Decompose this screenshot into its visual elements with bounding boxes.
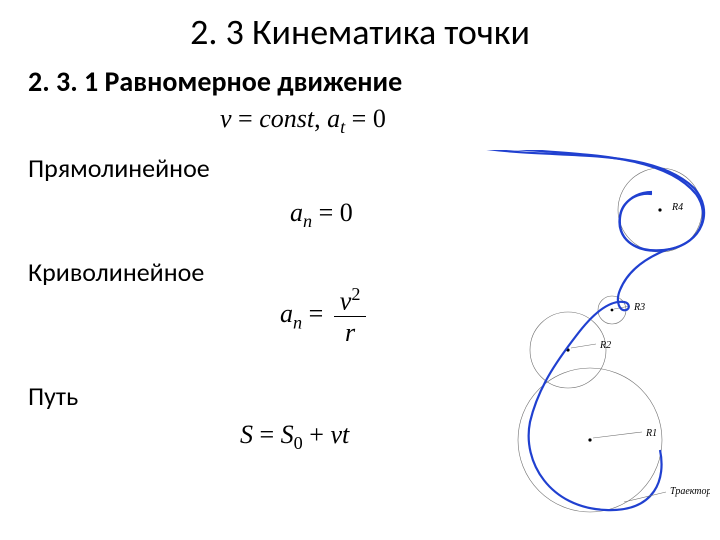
sym-v2: v	[340, 287, 352, 316]
label-R1: R1	[645, 428, 657, 439]
label-rectilinear: Прямолинейное	[28, 152, 210, 184]
formula-an-v2r: an = v2 r	[280, 284, 370, 348]
diagram-svg: R1 R2 R3 R4	[450, 150, 710, 520]
sym-plus: +	[303, 420, 331, 449]
sym-v: v	[220, 104, 232, 133]
formula-an-zero: an = 0	[290, 198, 353, 232]
sym-eq2: =	[302, 299, 330, 328]
trajectory-visible	[480, 150, 704, 510]
sym-eq3: =	[253, 420, 281, 449]
trajectory-diagram: R1 R2 R3 R4	[450, 150, 710, 520]
fraction-denominator: r	[334, 317, 367, 348]
sym-v3: v	[330, 420, 342, 449]
label-curvilinear: Криволинейное	[28, 256, 204, 288]
sym-S: S	[240, 420, 253, 449]
sym-sub-n: n	[303, 211, 312, 231]
sym-sub-n2: n	[293, 312, 302, 332]
label-path: Путь	[28, 380, 78, 412]
label-R2: R2	[599, 340, 611, 351]
section-subheading: 2. 3. 1 Равномерное движение	[28, 64, 402, 99]
label-R3: R3	[633, 302, 645, 313]
fraction: v2 r	[334, 284, 367, 348]
sym-t: t	[342, 420, 349, 449]
sym-S0: S	[281, 420, 294, 449]
formula-uniform: v = const, at = 0	[220, 104, 386, 138]
sym-a: a	[327, 104, 340, 133]
sym-a2: a	[290, 198, 303, 227]
sym-sup2: 2	[351, 284, 360, 304]
sym-zero: = 0	[345, 104, 386, 133]
osculating-circles: R1 R2 R3 R4	[518, 168, 702, 512]
sym-sep: ,	[314, 104, 327, 133]
fraction-numerator: v2	[334, 284, 367, 317]
sym-const: const	[259, 104, 314, 133]
sym-eq0: = 0	[312, 198, 353, 227]
sym-sub0: 0	[294, 433, 303, 453]
label-trajectory: Траектория	[670, 486, 710, 497]
sym-a3: a	[280, 299, 293, 328]
label-R4: R4	[671, 202, 683, 213]
formula-path: S = S0 + vt	[240, 420, 349, 454]
sym-eq: =	[232, 104, 260, 133]
page-title: 2. 3 Кинематика точки	[0, 10, 720, 54]
